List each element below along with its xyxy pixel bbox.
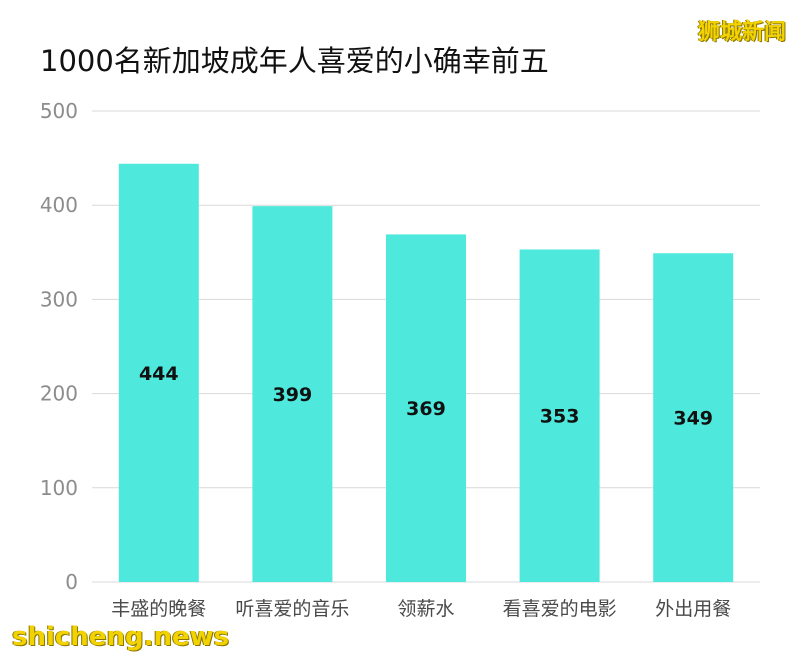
bar — [118, 163, 199, 582]
chart-title: 1000名新加坡成年人喜爱的小确幸前五 — [40, 44, 549, 78]
data-label: 369 — [406, 398, 446, 420]
x-category-label: 看喜爱的电影 — [503, 598, 617, 620]
watermark-logo-top: 狮城新闻 — [697, 20, 786, 45]
y-tick-label: 300 — [40, 287, 78, 311]
x-axis-categories: 丰盛的晚餐 听喜爱的音乐 领薪水 看喜爱的电影 外出用餐 — [111, 598, 731, 620]
data-label: 349 — [673, 408, 713, 430]
data-label: 444 — [139, 363, 179, 385]
bars — [118, 163, 734, 583]
data-label: 399 — [273, 384, 313, 406]
data-labels: 444 399 369 353 349 — [139, 363, 713, 430]
watermark-logo-bottom: shicheng.news — [12, 622, 230, 652]
y-axis-ticks: 0 100 200 300 400 500 — [40, 99, 78, 594]
bar — [386, 234, 466, 583]
bar — [519, 249, 600, 582]
bar — [252, 206, 333, 582]
y-tick-label: 0 — [65, 570, 78, 594]
y-tick-label: 200 — [40, 382, 78, 406]
y-tick-label: 400 — [40, 193, 78, 217]
bar — [653, 253, 734, 582]
y-tick-label: 500 — [40, 99, 78, 123]
x-category-label: 外出用餐 — [655, 598, 731, 620]
y-tick-label: 100 — [40, 476, 78, 500]
x-category-label: 领薪水 — [397, 598, 454, 620]
data-label: 353 — [540, 406, 580, 428]
x-category-label: 听喜爱的音乐 — [235, 598, 349, 620]
x-category-label: 丰盛的晚餐 — [111, 598, 206, 620]
